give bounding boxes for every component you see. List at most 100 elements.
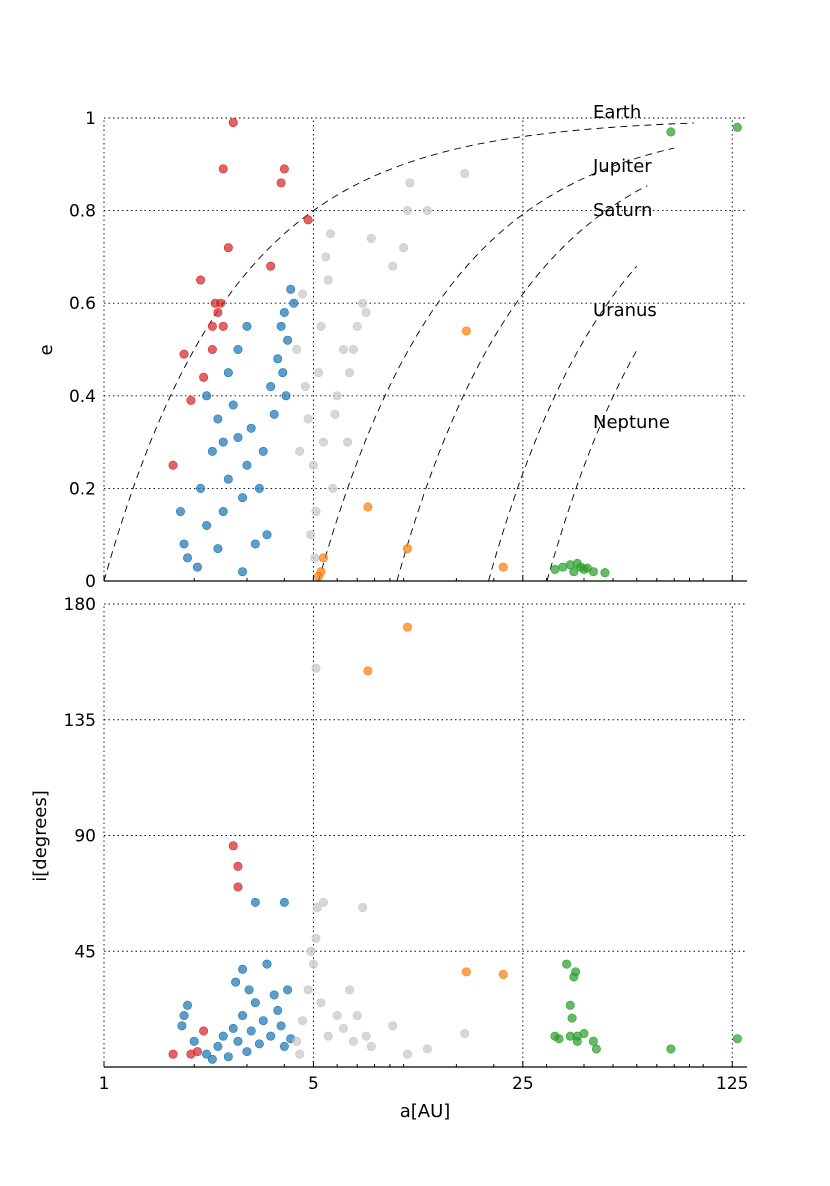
data-point — [228, 118, 238, 128]
data-point — [266, 261, 276, 271]
data-point — [666, 127, 676, 137]
perihelion-curve-saturn — [396, 185, 648, 582]
data-point — [311, 663, 321, 673]
data-point — [558, 562, 568, 572]
data-point — [311, 507, 321, 517]
data-point — [258, 446, 268, 456]
data-point — [292, 1036, 302, 1046]
data-point — [588, 567, 598, 577]
data-point — [218, 437, 228, 447]
data-point — [242, 321, 252, 331]
x-tick-label: 5 — [308, 1074, 319, 1094]
data-point — [238, 493, 248, 503]
inclination-ticks — [103, 1061, 733, 1067]
y-tick-label: 1 — [85, 109, 96, 129]
data-point — [250, 897, 260, 907]
data-point — [233, 1036, 243, 1046]
data-point — [258, 1016, 268, 1026]
data-point — [306, 530, 316, 540]
data-point — [348, 344, 358, 354]
data-point — [269, 409, 279, 419]
data-point — [276, 321, 286, 331]
data-point — [210, 298, 220, 308]
data-point — [366, 233, 376, 243]
data-point — [330, 409, 340, 419]
data-point — [213, 544, 223, 554]
data-point — [266, 382, 276, 392]
data-point — [223, 474, 233, 484]
data-point — [402, 1049, 412, 1059]
data-point — [196, 275, 206, 285]
data-point — [228, 400, 238, 410]
y-tick-label: 45 — [74, 942, 96, 962]
data-point — [303, 215, 313, 225]
data-point — [218, 164, 228, 174]
y-tick-label: 90 — [74, 827, 96, 847]
data-point — [295, 1049, 305, 1059]
inclination-scatter-points — [168, 622, 742, 1064]
data-point — [278, 368, 288, 378]
data-point — [218, 507, 228, 517]
data-point — [732, 122, 742, 132]
data-point — [567, 1013, 577, 1023]
data-point — [343, 437, 353, 447]
data-point — [402, 544, 412, 554]
data-point — [591, 1044, 601, 1054]
data-point — [279, 897, 289, 907]
data-point — [286, 284, 296, 294]
data-point — [388, 1021, 398, 1031]
data-point — [562, 959, 572, 969]
data-point — [352, 1011, 362, 1021]
data-point — [213, 414, 223, 424]
data-point — [183, 553, 193, 563]
data-point — [223, 368, 233, 378]
data-point — [338, 344, 348, 354]
data-point — [207, 1054, 217, 1064]
data-point — [345, 985, 355, 995]
data-point — [281, 391, 291, 401]
data-point — [273, 354, 283, 364]
data-point — [345, 368, 355, 378]
data-point — [242, 460, 252, 470]
data-point — [579, 1029, 589, 1039]
data-point — [246, 423, 256, 433]
data-point — [266, 1031, 276, 1041]
data-point — [207, 446, 217, 456]
data-point — [179, 539, 189, 549]
data-point — [233, 344, 243, 354]
data-point — [223, 1052, 233, 1062]
data-point — [238, 964, 248, 974]
data-point — [196, 483, 206, 493]
data-point — [361, 307, 371, 317]
x-tick-label: 125 — [716, 1074, 748, 1094]
y-tick-label: 135 — [64, 711, 96, 731]
data-point — [554, 1034, 564, 1044]
data-point — [283, 985, 293, 995]
data-point — [223, 243, 233, 253]
data-point — [363, 666, 373, 676]
eccentricity-scatter-points — [168, 118, 742, 581]
data-point — [292, 344, 302, 354]
data-point — [250, 539, 260, 549]
data-point — [405, 178, 415, 188]
data-point — [303, 414, 313, 424]
data-point — [328, 483, 338, 493]
data-point — [600, 568, 610, 578]
data-point — [279, 1041, 289, 1051]
x-tick-label: 25 — [512, 1074, 534, 1094]
inclination-grid — [103, 603, 747, 1067]
data-point — [571, 967, 581, 977]
y-tick-label: 180 — [64, 595, 96, 615]
data-point — [316, 321, 326, 331]
data-point — [283, 335, 293, 345]
data-point — [332, 391, 342, 401]
data-point — [366, 1041, 376, 1051]
data-point — [332, 1011, 342, 1021]
data-point — [276, 1021, 286, 1031]
data-point — [273, 1005, 283, 1015]
data-point — [246, 1026, 256, 1036]
y-tick-label: 0.4 — [69, 387, 96, 407]
data-point — [242, 1047, 252, 1057]
data-point — [168, 460, 178, 470]
